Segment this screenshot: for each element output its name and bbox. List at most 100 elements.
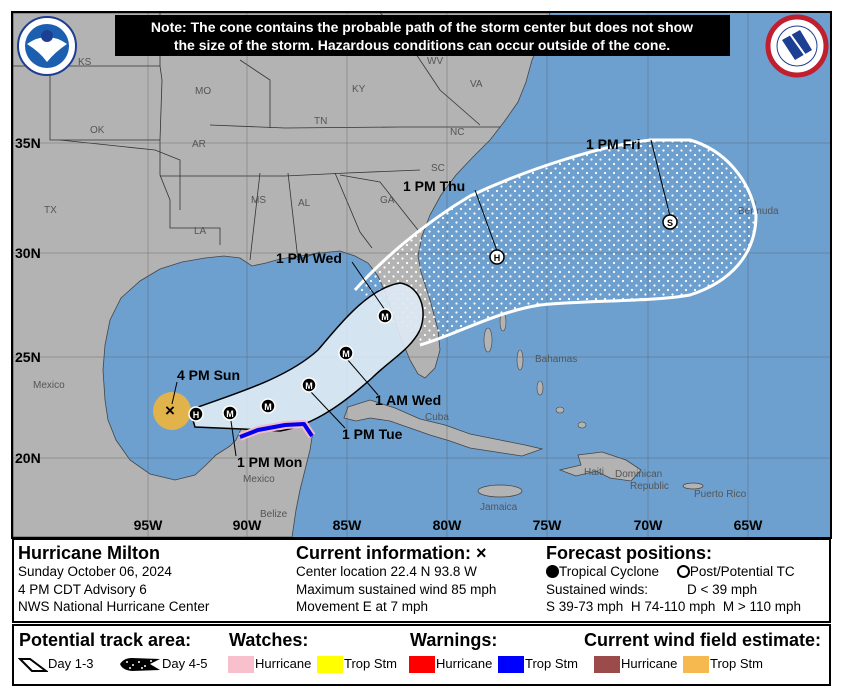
svg-text:1 AM Wed: 1 AM Wed xyxy=(375,392,441,408)
forecast-positions-key: Forecast positions: Tropical Cyclone Pos… xyxy=(546,543,831,616)
forecast-point: M xyxy=(222,405,238,421)
current-information: Current information: × Center location 2… xyxy=(296,543,496,616)
svg-text:Jamaica: Jamaica xyxy=(480,502,518,513)
svg-text:M: M xyxy=(264,402,272,412)
svg-text:H: H xyxy=(193,410,200,420)
wind-field-title: Current wind field estimate: xyxy=(584,630,822,650)
svg-text:Belize: Belize xyxy=(260,509,288,520)
svg-text:WV: WV xyxy=(427,56,443,67)
legend-day-1-3: Day 1-3 xyxy=(17,656,94,673)
bahamas xyxy=(483,312,587,429)
svg-text:GA: GA xyxy=(380,195,395,206)
map-legend: Potential track area: Day 1-3 Day 4-5 Wa… xyxy=(12,624,831,686)
forecast-time-labels: 4 PM Sun 1 PM Mon 1 PM Tue 1 AM Wed 1 PM… xyxy=(177,136,640,470)
nws-logo xyxy=(765,14,829,78)
svg-text:Bermuda: Bermuda xyxy=(738,206,779,217)
storm-name: Hurricane Milton xyxy=(18,543,161,563)
svg-text:25N: 25N xyxy=(15,349,41,365)
trop-storm-warning-label: Trop Stm xyxy=(524,656,578,671)
svg-text:75W: 75W xyxy=(533,517,563,533)
s-definition: S 39-73 mph xyxy=(546,599,624,614)
movement: Movement E at 7 mph xyxy=(296,599,429,614)
svg-text:90W: 90W xyxy=(233,517,263,533)
svg-text:Republic: Republic xyxy=(630,481,669,492)
forecast-point: M xyxy=(301,377,317,393)
svg-text:KS: KS xyxy=(78,57,92,68)
cone-day-1-3 xyxy=(189,282,424,432)
svg-text:LA: LA xyxy=(194,226,207,237)
legend-warnings: Hurricane Trop Stm xyxy=(409,656,578,674)
h-definition: H 74-110 mph xyxy=(630,599,716,614)
svg-text:Puerto Rico: Puerto Rico xyxy=(694,489,747,500)
latitude-labels: 35N 30N 25N 20N xyxy=(15,135,41,466)
day-1-3-label: Day 1-3 xyxy=(48,656,94,671)
svg-text:35N: 35N xyxy=(15,135,41,151)
svg-text:1 PM Tue: 1 PM Tue xyxy=(342,426,403,442)
svg-text:TN: TN xyxy=(314,116,327,127)
hurricane-cone-map: KS MO WV VA KY OK AR TN NC SC MS AL GA T… xyxy=(11,11,832,539)
hurricane-warning-swatch xyxy=(409,656,435,674)
svg-text:30N: 30N xyxy=(15,245,41,261)
puerto-rico xyxy=(682,482,704,490)
jamaica xyxy=(477,484,523,498)
state-labels: KS MO WV VA KY OK AR TN NC SC MS AL GA T… xyxy=(44,56,483,237)
forecast-title: Forecast positions: xyxy=(546,543,713,563)
center-location: Center location 22.4 N 93.8 W xyxy=(296,564,477,579)
legend-day-4-5: Day 4-5 xyxy=(118,656,208,673)
tropical-cyclone-label: Tropical Cyclone xyxy=(559,564,660,579)
forecast-point: H xyxy=(489,249,505,265)
cone-note: Note: The cone contains the probable pat… xyxy=(115,15,730,56)
cuba xyxy=(343,399,544,457)
forecast-point: M xyxy=(377,308,393,324)
forecast-point: M xyxy=(338,345,354,361)
svg-text:Dominican: Dominican xyxy=(615,469,662,480)
svg-text:SC: SC xyxy=(431,163,445,174)
forecast-point: H xyxy=(188,406,204,422)
open-circle-icon xyxy=(676,565,690,578)
current-position-x-icon: × xyxy=(165,401,175,420)
cone-day-4-5 xyxy=(353,138,758,347)
svg-text:M: M xyxy=(226,409,234,419)
storm-info-panel: Hurricane Milton Sunday October 06, 2024… xyxy=(12,538,831,623)
track-area-title: Potential track area: xyxy=(19,630,192,650)
svg-text:M: M xyxy=(342,349,350,359)
svg-text:AL: AL xyxy=(298,198,311,209)
svg-text:1 PM Fri: 1 PM Fri xyxy=(586,136,640,152)
tropical-storm-wind-field xyxy=(153,392,191,430)
filled-circle-icon xyxy=(546,565,559,578)
svg-text:Haiti: Haiti xyxy=(584,467,604,478)
legend-wind-field: Hurricane Trop Stm xyxy=(594,656,763,674)
svg-text:Mexico: Mexico xyxy=(33,380,65,391)
watches-title: Watches: xyxy=(229,630,309,650)
cone-outline-icon xyxy=(17,658,49,673)
day-4-5-label: Day 4-5 xyxy=(162,656,208,671)
svg-text:Cuba: Cuba xyxy=(425,412,449,423)
tropical-storm-warning-coast xyxy=(239,422,314,439)
storm-identity: Hurricane Milton Sunday October 06, 2024… xyxy=(18,543,209,616)
dotted-cone-icon xyxy=(120,658,160,672)
trop-storm-wind-label: Trop Stm xyxy=(709,656,763,671)
longitude-labels: 95W 90W 85W 80W 75W 70W 65W xyxy=(134,517,764,533)
svg-text:20N: 20N xyxy=(15,450,41,466)
svg-text:H: H xyxy=(494,253,501,263)
svg-text:Mexico: Mexico xyxy=(243,474,275,485)
noaa-logo xyxy=(17,16,77,76)
forecast-point: S xyxy=(662,214,678,230)
hispaniola xyxy=(558,451,642,482)
svg-text:the size of the storm. Hazardo: the size of the storm. Hazardous conditi… xyxy=(174,37,670,53)
advisory-number: 4 PM CDT Advisory 6 xyxy=(18,581,147,597)
svg-text:Bahamas: Bahamas xyxy=(535,354,577,365)
svg-text:MO: MO xyxy=(195,86,211,97)
hurricane-wind-swatch xyxy=(594,656,620,674)
hurricane-watch-label: Hurricane xyxy=(255,656,312,671)
legend-watches: Hurricane Trop Stm xyxy=(228,656,397,674)
d-definition: D < 39 mph xyxy=(687,581,758,597)
max-wind: Maximum sustained wind 85 mph xyxy=(296,581,497,597)
svg-text:95W: 95W xyxy=(134,517,164,533)
svg-text:85W: 85W xyxy=(333,517,363,533)
svg-text:VA: VA xyxy=(470,79,483,90)
trop-storm-wind-swatch xyxy=(682,656,709,674)
hurricane-wind-label: Hurricane xyxy=(621,656,678,671)
issuing-agency: NWS National Hurricane Center xyxy=(18,599,210,614)
trop-storm-watch-swatch xyxy=(316,656,343,674)
